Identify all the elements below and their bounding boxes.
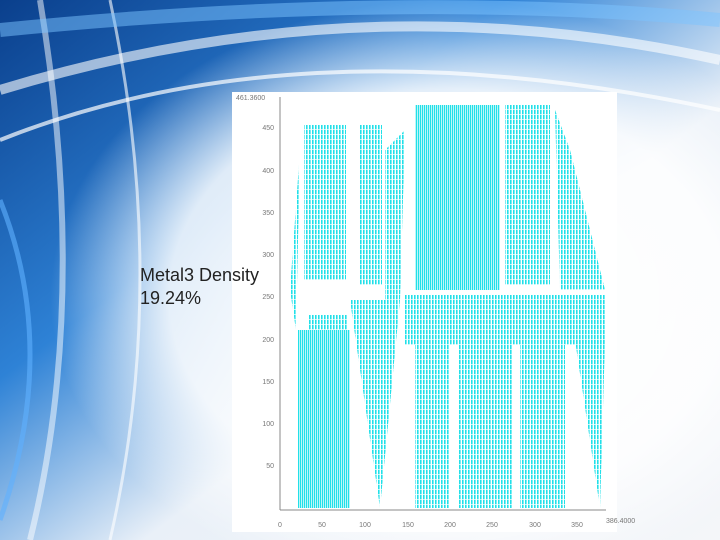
x-tick-label: 250	[486, 522, 498, 529]
y-tick-label: 350	[262, 210, 274, 217]
x-tick-label: 50	[318, 522, 326, 529]
x-tick-label: 0	[278, 522, 282, 529]
x-tick-label: 150	[402, 522, 414, 529]
metal-pattern	[290, 105, 605, 508]
y-tick-label: 300	[262, 252, 274, 259]
y-tick-label: 400	[262, 168, 274, 175]
y-tick-label: 450	[262, 125, 274, 132]
y-tick-label: 100	[262, 421, 274, 428]
y-tick-label: 200	[262, 337, 274, 344]
density-label: Metal3 Density	[140, 265, 259, 285]
y-tick-label: 250	[262, 294, 274, 301]
y-tick-label: 50	[266, 463, 274, 470]
tick-labels: 461.3600 386.4000 450 400 350 300 250 200 150 1…	[236, 95, 635, 529]
density-value: 19.24%	[140, 288, 201, 308]
x-tick-label: 100	[359, 522, 371, 529]
x-end-label: 386.4000	[606, 518, 635, 525]
x-tick-label: 350	[571, 522, 583, 529]
y-top-label: 461.3600	[236, 95, 265, 102]
x-tick-label: 300	[529, 522, 541, 529]
y-tick-label: 150	[262, 379, 274, 386]
x-tick-label: 200	[444, 522, 456, 529]
